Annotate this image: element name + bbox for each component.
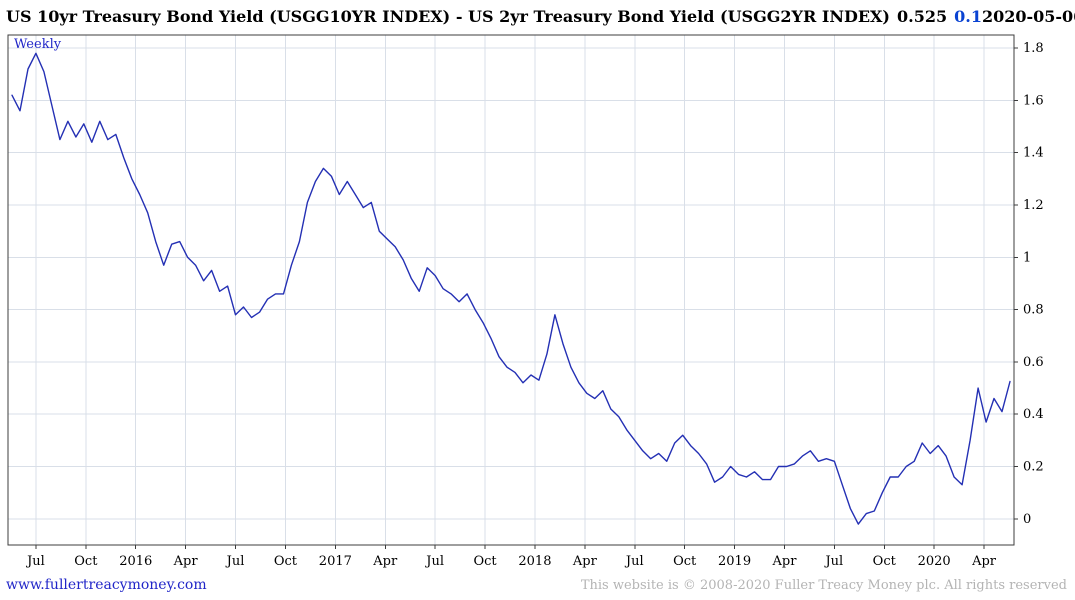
x-tick-label: Jul — [823, 554, 843, 569]
spread-chart[interactable]: 1.8 1.6 1.4 1.2 1 0.8 0.6 0.4 0.2 0 Jul Oct 2016 Apr J… — [0, 30, 1075, 575]
y-tick-label: 1.4 — [1023, 146, 1044, 161]
x-tick-label: Jul — [424, 554, 444, 569]
y-tick-label: 1.6 — [1023, 93, 1044, 108]
x-tick-label: 2020 — [918, 554, 951, 569]
plot-border — [7, 34, 1015, 546]
site-link[interactable]: www.fullertreacymoney.com — [6, 577, 207, 593]
y-tick-label: 0.4 — [1023, 407, 1044, 422]
x-tick-label: Jul — [25, 554, 45, 569]
x-tick-label: Oct — [873, 554, 897, 569]
last-value: 0.525 — [897, 7, 948, 26]
chart-area: 1.8 1.6 1.4 1.2 1 0.8 0.6 0.4 0.2 0 Jul Oct 2016 Apr J… — [0, 30, 1075, 575]
frequency-label: Weekly — [14, 37, 62, 52]
x-tick-label: 2019 — [718, 554, 751, 569]
x-tick-label: Apr — [572, 554, 598, 569]
x-tick-label: 2017 — [319, 554, 352, 569]
spread-line — [11, 52, 1011, 525]
x-tick-label: Apr — [372, 554, 398, 569]
copyright-text: This website is © 2008-2020 Fuller Treac… — [580, 577, 1067, 593]
chart-date: 2020-05-06 — [981, 7, 1075, 26]
x-tick-label: Oct — [74, 554, 98, 569]
chart-header: US 10yr Treasury Bond Yield (USGG10YR IN… — [0, 0, 1075, 30]
page-footer: www.fullertreacymoney.com This website i… — [0, 575, 1075, 600]
x-tick-label: Jul — [624, 554, 644, 569]
y-tick-label: 1.2 — [1023, 198, 1044, 213]
chart-title: US 10yr Treasury Bond Yield (USGG10YR IN… — [6, 7, 890, 26]
x-tick-label: Oct — [473, 554, 497, 569]
y-tick-label: 1 — [1023, 250, 1031, 265]
change-value: 0.1 — [954, 7, 982, 26]
y-tick-label: 0.8 — [1023, 303, 1044, 318]
y-tick-label: 0 — [1023, 512, 1031, 527]
x-tick-label: Jul — [225, 554, 245, 569]
x-tick-label: Apr — [173, 554, 199, 569]
x-tick-label: Oct — [673, 554, 697, 569]
x-tick-label: Apr — [971, 554, 997, 569]
x-tick-label: Oct — [274, 554, 298, 569]
y-tick-label: 1.8 — [1023, 41, 1044, 56]
y-tick-label: 0.2 — [1023, 460, 1044, 475]
x-tick-label: 2016 — [119, 554, 152, 569]
x-tick-label: Apr — [771, 554, 797, 569]
y-tick-label: 0.6 — [1023, 355, 1044, 370]
x-tick-label: 2018 — [518, 554, 551, 569]
